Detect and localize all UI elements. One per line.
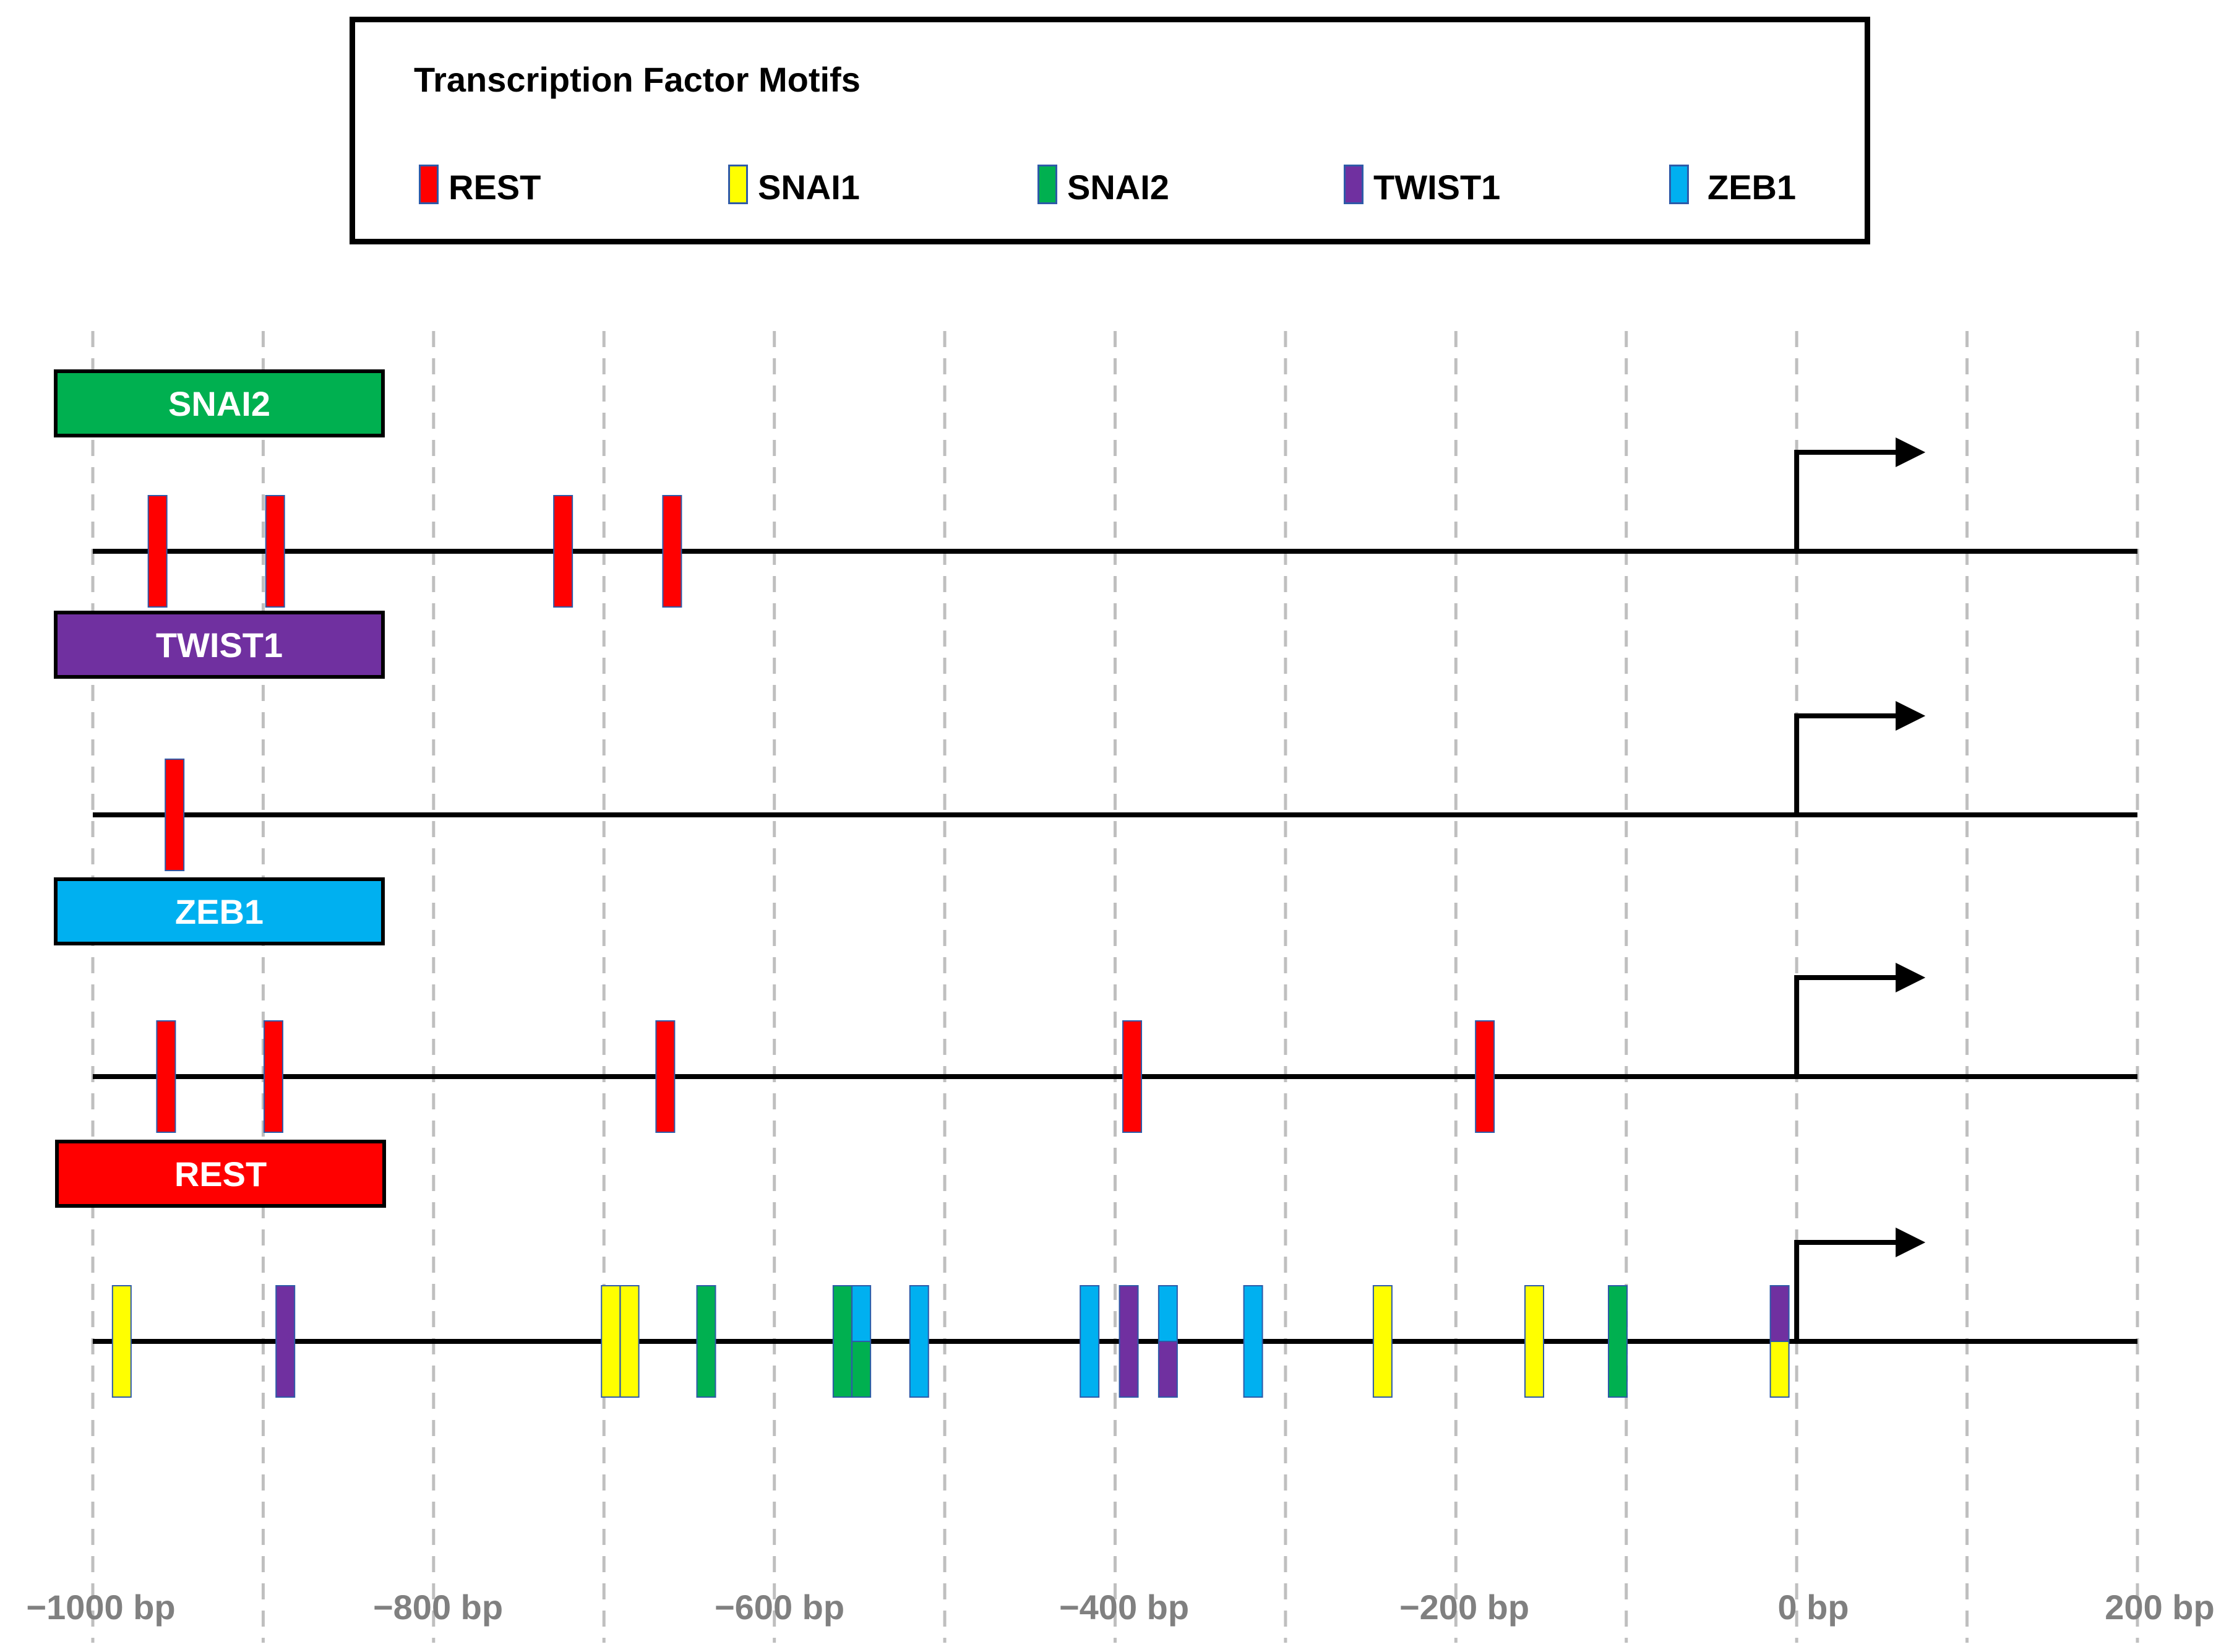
motif-snai1 xyxy=(601,1285,621,1398)
motif-snai1 xyxy=(619,1285,640,1398)
motif-snai1 xyxy=(1372,1285,1393,1398)
motif-zeb1 xyxy=(1080,1285,1100,1398)
track-twist1 xyxy=(93,701,2137,871)
legend-label-snai2: SNAI2 xyxy=(1067,168,1169,207)
legend-title: Transcription Factor Motifs xyxy=(414,60,861,99)
tick-label-0: 0 bp xyxy=(1777,1588,1849,1627)
tss-arrow xyxy=(1794,701,1926,815)
tick-label-200: 200 bp xyxy=(2105,1588,2215,1627)
motif-twist1 xyxy=(1769,1285,1790,1342)
motif-rest xyxy=(165,759,185,871)
legend: Transcription Factor Motifs REST SNAI1 S… xyxy=(350,17,1870,244)
motif-zeb1 xyxy=(909,1285,929,1398)
gene-label-rest: REST xyxy=(55,1140,386,1208)
motif-rest xyxy=(662,495,682,608)
gridlines xyxy=(91,331,2139,1643)
motif-zeb1 xyxy=(1243,1285,1263,1398)
twist1-swatch xyxy=(1344,165,1364,204)
tss-arrow xyxy=(1794,437,1926,551)
zeb1-swatch xyxy=(1669,165,1689,204)
motif-twist1 xyxy=(275,1285,296,1398)
snai1-swatch xyxy=(728,165,748,204)
motif-snai2 xyxy=(851,1341,872,1398)
motif-snai2 xyxy=(832,1285,852,1398)
tick-label-minus-600: −600 bp xyxy=(714,1588,845,1627)
motif-snai1 xyxy=(111,1285,132,1398)
legend-label-twist1: TWIST1 xyxy=(1373,168,1501,207)
motif-twist1 xyxy=(1157,1341,1178,1398)
legend-label-rest: REST xyxy=(449,168,541,207)
rest-swatch xyxy=(419,165,439,204)
tss-arrow xyxy=(1794,963,1926,1077)
track-rest xyxy=(93,1228,2137,1398)
motif-snai2 xyxy=(696,1285,716,1398)
motif-rest xyxy=(1122,1020,1143,1133)
motif-snai1 xyxy=(1524,1285,1545,1398)
motif-zeb1 xyxy=(1157,1285,1178,1342)
motif-zeb1 xyxy=(851,1285,872,1342)
motif-rest xyxy=(1475,1020,1495,1133)
motif-rest xyxy=(553,495,573,608)
motif-rest xyxy=(147,495,168,608)
legend-label-zeb1: ZEB1 xyxy=(1707,168,1797,207)
tick-label-minus-800: −800 bp xyxy=(372,1588,504,1627)
motif-rest xyxy=(265,495,285,608)
snai2-swatch xyxy=(1037,165,1057,204)
motif-snai2 xyxy=(1607,1285,1628,1398)
motif-snai1 xyxy=(1769,1341,1790,1398)
tss-arrow xyxy=(1794,1228,1926,1341)
gene-tracks xyxy=(93,437,2137,1398)
gene-label-zeb1: ZEB1 xyxy=(54,877,385,945)
legend-label-snai1: SNAI1 xyxy=(758,168,860,207)
tick-label-minus-400: −400 bp xyxy=(1059,1588,1190,1627)
motif-rest xyxy=(156,1020,176,1133)
track-zeb1 xyxy=(93,963,2137,1133)
track-snai2 xyxy=(93,437,2137,608)
motif-rest xyxy=(655,1020,676,1133)
gene-label-snai2: SNAI2 xyxy=(54,369,385,437)
motif-rest xyxy=(263,1020,283,1133)
gene-label-twist1: TWIST1 xyxy=(54,611,385,679)
tick-label-minus-200: −200 bp xyxy=(1399,1588,1530,1627)
motif-twist1 xyxy=(1119,1285,1139,1398)
tick-label-minus-1000: −1000 bp xyxy=(26,1588,176,1627)
